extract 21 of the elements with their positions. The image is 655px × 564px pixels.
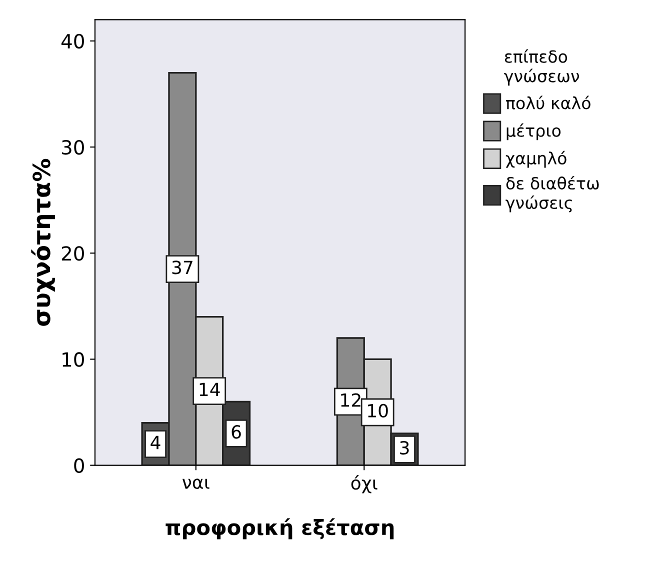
- x-axis-title: προφορική εξέταση: [166, 518, 394, 540]
- data-label: 3: [400, 440, 409, 455]
- legend-label: χαμηλό: [506, 150, 566, 168]
- x-tick-label: όχι: [351, 475, 378, 494]
- y-tick-label: 0: [74, 458, 84, 473]
- y-axis-title: συχνότητα%: [31, 158, 55, 326]
- y-tick-label: 20: [62, 246, 84, 261]
- data-label: 6: [232, 425, 241, 439]
- y-tick-label: 40: [61, 34, 84, 49]
- legend-label: πολύ καλό: [506, 96, 590, 110]
- y-tick-label: 10: [62, 352, 84, 367]
- data-label: 12: [341, 393, 360, 407]
- legend-label: δε διαθέτω γνώσεις: [506, 176, 599, 212]
- x-tick-label: ναι: [182, 478, 210, 489]
- legend-label: μέτριο: [506, 123, 561, 140]
- data-label: 14: [200, 382, 220, 396]
- data-label: 10: [368, 404, 388, 418]
- legend-title: επίπεδο γνώσεων: [504, 49, 580, 86]
- data-label: 4: [150, 436, 160, 450]
- y-tick-label: 30: [62, 140, 84, 155]
- data-label: 37: [172, 260, 192, 274]
